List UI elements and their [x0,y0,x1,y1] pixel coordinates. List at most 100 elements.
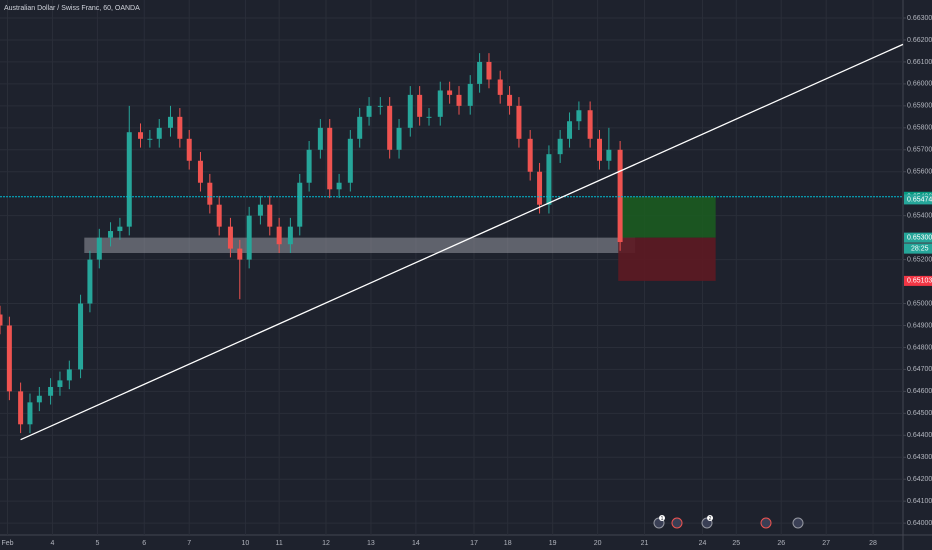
candle-body [377,105,383,107]
x-tick-label: 21 [641,540,649,547]
x-tick-label: 14 [412,540,420,547]
candle-body [177,116,183,139]
x-tick-label: 12 [322,540,330,547]
candle-body [347,138,353,183]
event-count-text: 2 [709,516,712,522]
x-tick-label: 24 [699,540,707,547]
candle-body [27,402,33,425]
event-count [659,515,665,521]
candle-body [108,231,114,238]
candle-body [126,132,132,227]
y-tick-label: 0.64900 [907,322,932,329]
candle-body [78,303,84,370]
event-badges: 1 2 [653,515,804,529]
candle-body [546,154,552,205]
price-tag [904,232,932,243]
event-icon[interactable] [760,517,772,529]
candle-body [186,138,192,161]
candle-body [227,226,233,249]
candle-body [96,237,102,260]
candle-body [497,79,503,95]
candle-body [387,105,393,150]
candle-body [467,83,473,106]
y-tick-label: 0.64300 [907,454,932,461]
candle-body [527,138,533,172]
candle-body [447,90,453,95]
y-tick-label: 0.64400 [907,432,932,439]
candle-body [197,160,203,183]
candle-body [557,138,563,155]
y-tick-label: 0.64500 [907,410,932,417]
y-tick-label: 0.66100 [907,59,932,66]
candle-body [287,226,293,245]
candle-body [207,182,213,205]
x-tick-label: 4 [51,540,55,547]
y-tick-label: 0.65700 [907,147,932,154]
x-tick-label: 13 [367,540,375,547]
candle-body [327,127,333,190]
candle-body [587,110,593,139]
candle-body [357,116,363,139]
y-tick-label: 0.64600 [907,388,932,395]
candle-body [456,94,462,106]
candle-body [18,391,24,425]
candle-body [567,121,573,139]
candle-body [246,215,252,260]
countdown: 28:25 [911,245,929,252]
y-tick-label: 0.64700 [907,366,932,373]
candle-body [426,116,432,118]
event-count [707,515,713,521]
candle-body [417,94,423,117]
candle-body [216,204,222,227]
candle-body [537,171,543,205]
y-tick-label: 0.65800 [907,125,932,132]
candle-body [617,149,623,243]
chart-title: Australian Dollar / Swiss Franc, 60, OAN… [4,5,140,12]
candle-body [276,226,282,245]
candle-body [486,61,492,80]
candle-body [597,138,603,161]
event-icon[interactable] [792,517,804,529]
candle-body [516,105,522,139]
candle-body [57,380,63,387]
candle-body [437,90,443,117]
candle-body [66,369,72,381]
y-tick-label: 0.65900 [907,103,932,110]
candle-body [366,105,372,117]
candle-body [306,149,312,183]
candle-body [87,259,93,304]
candle-body [0,314,3,326]
candle-body [167,116,173,128]
y-tick-label: 0.64200 [907,476,932,483]
x-tick-label: 18 [504,540,512,547]
price-tag [904,194,932,205]
price-tag [904,275,932,286]
x-tick-label: 10 [242,540,250,547]
candle-body [396,127,402,150]
y-tick-label: 0.64800 [907,344,932,351]
x-tick-label: 25 [732,540,740,547]
candle-body [156,127,162,139]
x-tick-label: Feb [1,540,13,547]
candle-body [317,127,323,150]
candle-body [36,395,42,403]
x-tick-label: 11 [276,540,283,547]
y-tick-label: 0.65200 [907,256,932,263]
event-icon[interactable] [671,517,683,529]
x-tick-label: 20 [594,540,602,547]
candle-body [606,149,612,161]
y-tick-label: 0.65600 [907,169,932,176]
trend-line [20,43,904,441]
candle-body [407,94,413,128]
x-tick-label: 26 [777,540,785,547]
x-tick-label: 7 [187,540,191,547]
candle-body [6,325,12,392]
price-tag-label: 0.65300 [907,234,932,241]
countdown-tag [904,243,932,254]
y-tick-label: 0.65400 [907,213,932,220]
candle-body [576,110,582,122]
candle-body [147,138,153,140]
